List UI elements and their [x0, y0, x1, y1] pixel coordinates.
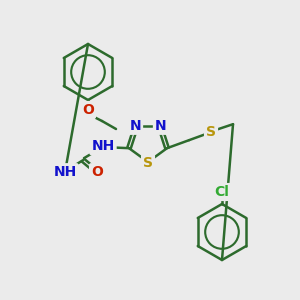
Text: N: N [155, 119, 167, 133]
Text: NH: NH [53, 165, 76, 179]
Text: N: N [129, 119, 141, 133]
Text: NH: NH [92, 139, 115, 153]
Text: Cl: Cl [214, 185, 230, 199]
Text: S: S [206, 125, 216, 139]
Text: O: O [91, 165, 103, 179]
Text: S: S [143, 156, 153, 170]
Text: O: O [82, 103, 94, 117]
